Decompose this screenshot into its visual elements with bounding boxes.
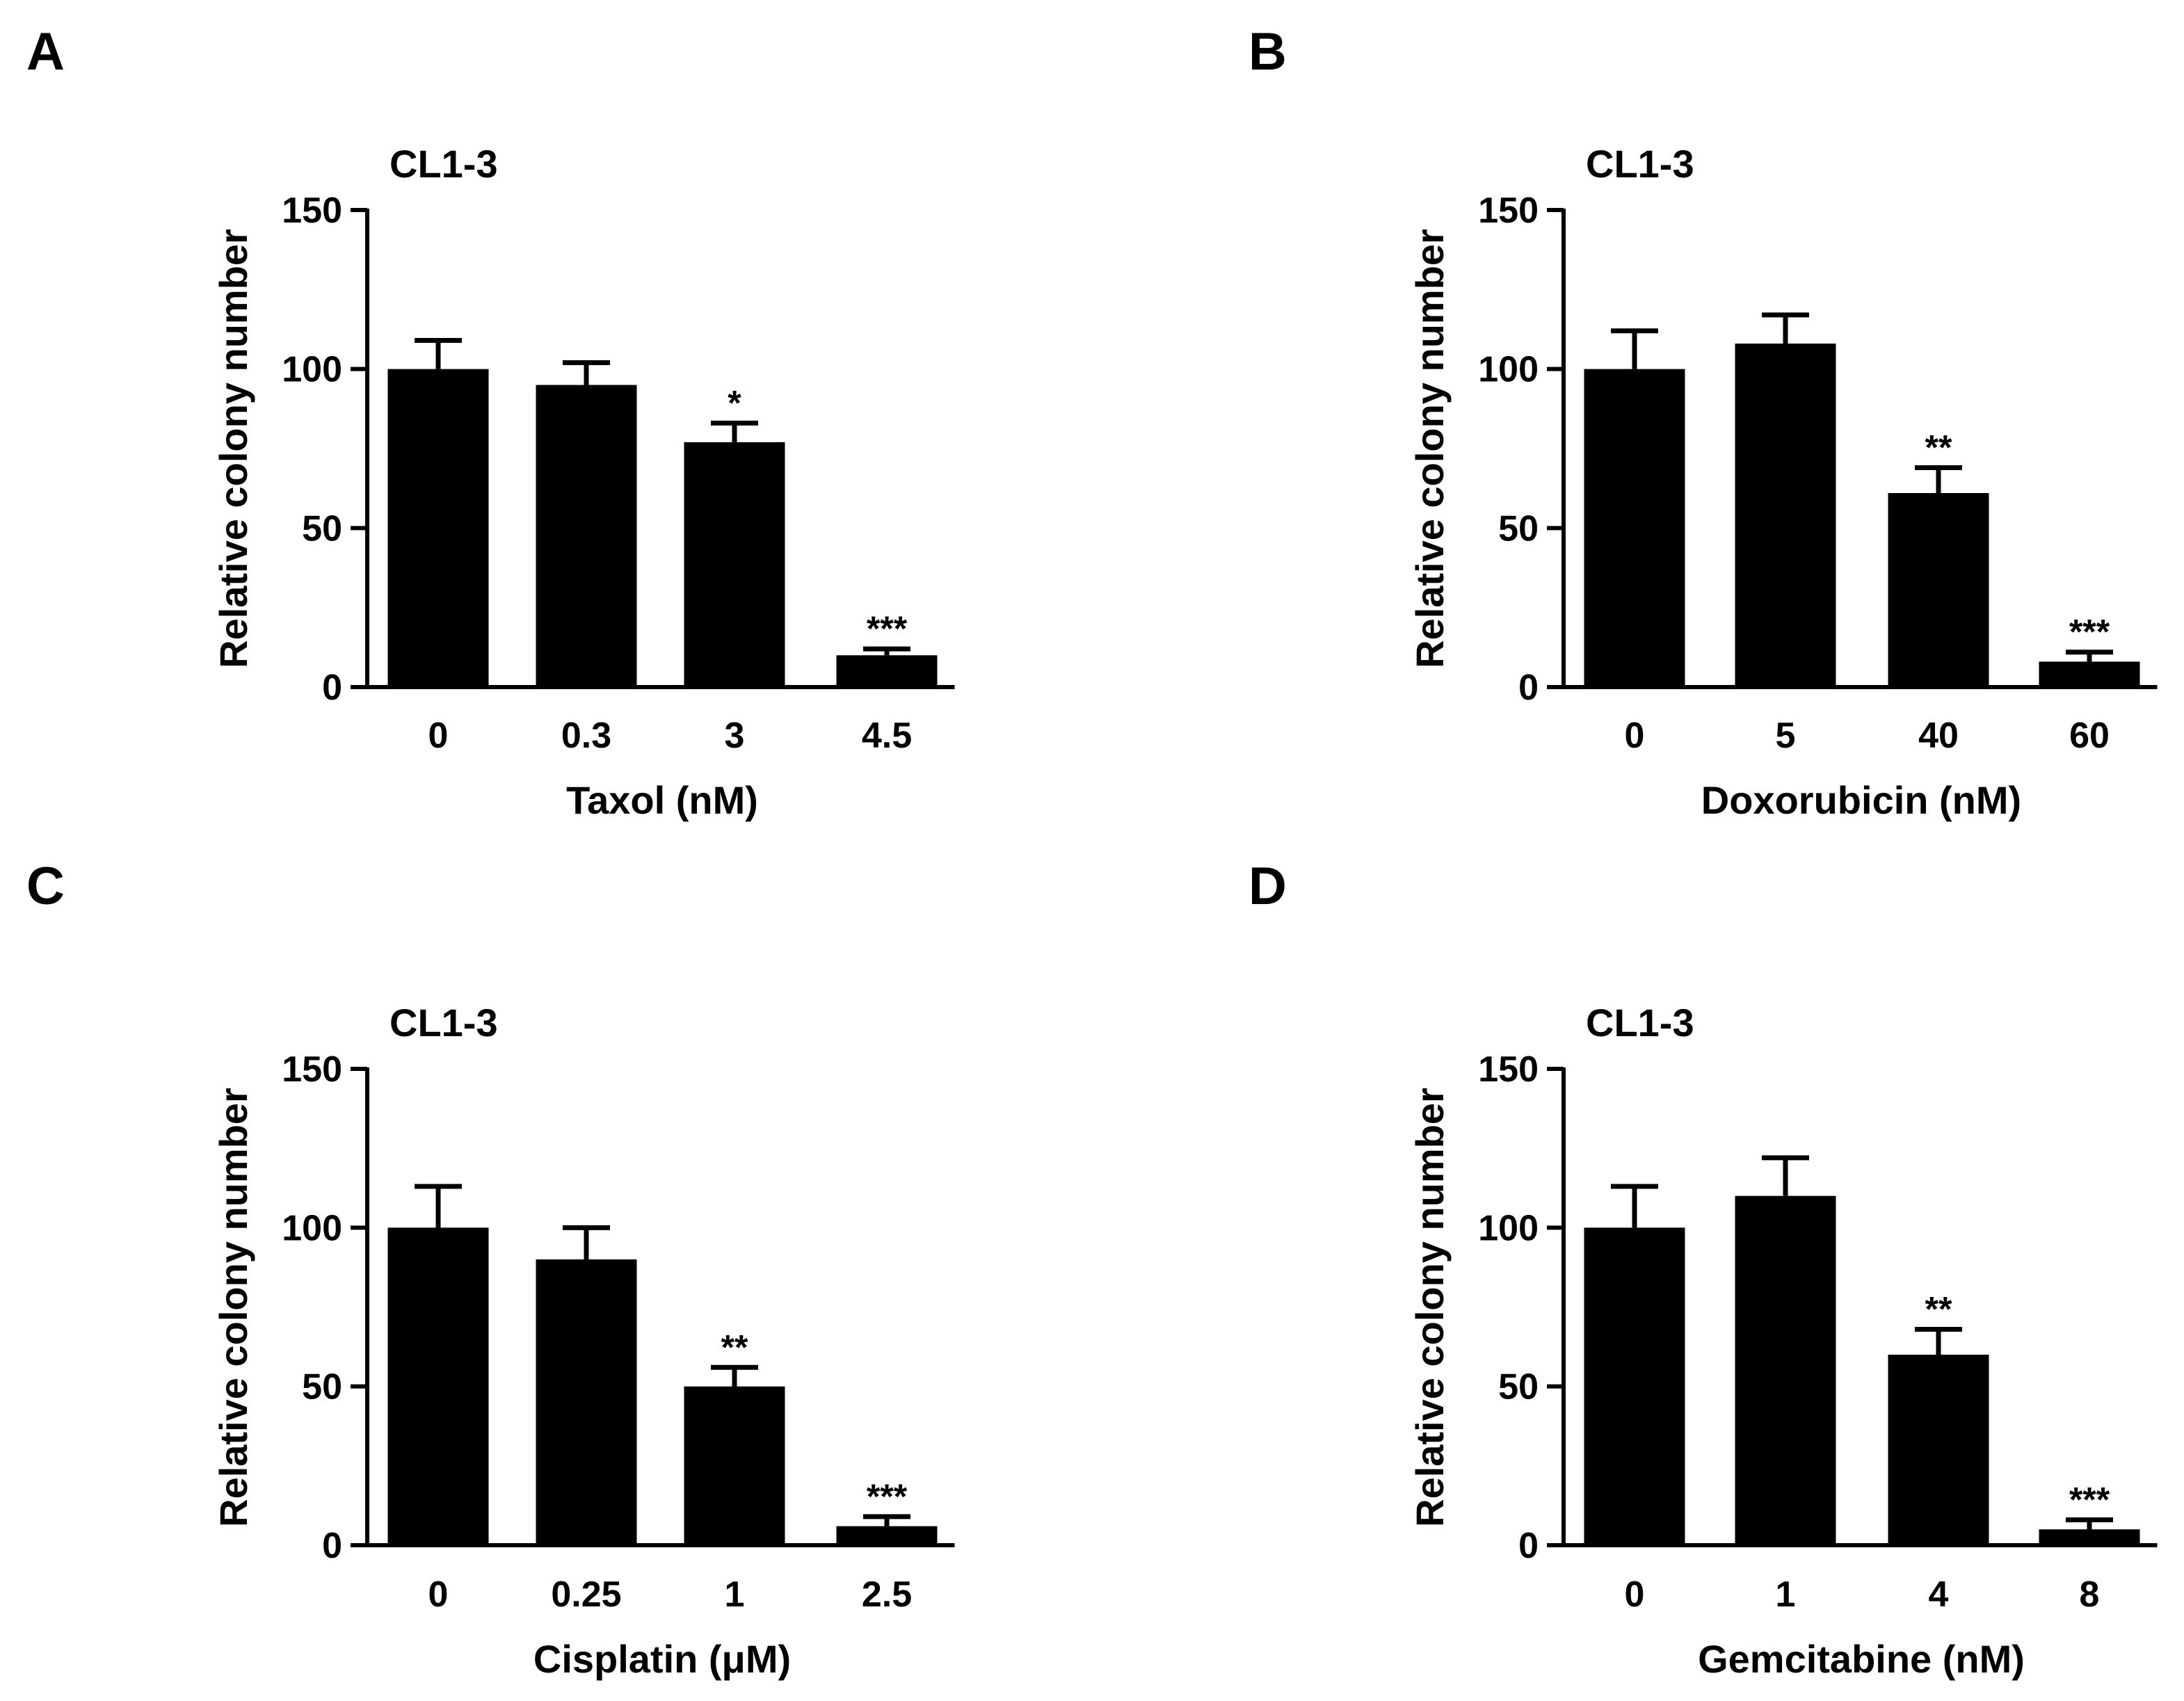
panel-c: C CL1-3 0 50 100 150 0 0.25 ** 1 *** 2.5 Relative co…: [26, 857, 955, 1681]
bar: [1584, 369, 1685, 687]
chart-title: CL1-3: [1586, 1001, 1694, 1045]
x-tick-label: 0.3: [561, 716, 611, 756]
significance-label: *: [728, 383, 741, 422]
bar: [536, 385, 637, 687]
bar: [1888, 1355, 1989, 1545]
y-axis-label: Relative colony number: [1408, 1088, 1452, 1527]
y-axis-label: Relative colony number: [1408, 229, 1452, 668]
chart-title: CL1-3: [390, 1001, 498, 1045]
x-axis-label: Cisplatin (μM): [533, 1637, 791, 1681]
bar: [684, 442, 785, 687]
significance-label: **: [1925, 428, 1952, 467]
bar: [1735, 344, 1836, 687]
y-tick-label: 50: [1498, 1367, 1539, 1408]
y-tick-label: 0: [1518, 1526, 1539, 1566]
chart-title: CL1-3: [390, 142, 498, 186]
bar: [684, 1386, 785, 1545]
x-axis-label: Gemcitabine (nM): [1698, 1637, 2025, 1681]
x-tick-label: 5: [1776, 716, 1796, 756]
x-tick-label: 0: [1625, 1574, 1645, 1615]
x-tick-label: 0: [1625, 716, 1645, 756]
bar: [836, 655, 938, 687]
panel-a: A CL1-3 0 50 100 150 0 0.3 * 3 *** 4.5 Relative colo…: [26, 22, 955, 822]
y-tick-label: 150: [1478, 191, 1539, 231]
x-tick-label: 2.5: [862, 1574, 912, 1615]
y-axis-label: Relative colony number: [211, 1088, 255, 1527]
panel-b: B CL1-3 0 50 100 150 0 5 ** 40 *** 60 Relative colon…: [1248, 22, 2158, 822]
y-axis-label: Relative colony number: [211, 229, 255, 668]
y-tick-label: 0: [322, 668, 342, 708]
significance-label: ***: [2069, 1480, 2110, 1519]
y-tick-label: 0: [1518, 668, 1539, 708]
y-tick-label: 100: [282, 1208, 342, 1248]
bar: [2039, 661, 2140, 687]
y-tick-label: 150: [1478, 1049, 1539, 1090]
y-tick-label: 50: [302, 1367, 342, 1408]
x-axis-label: Taxol (nM): [566, 778, 758, 822]
significance-label: ***: [867, 609, 908, 648]
panel-letter: B: [1248, 22, 1287, 81]
bar: [1584, 1227, 1685, 1545]
x-tick-label: 60: [2069, 716, 2110, 756]
y-tick-label: 100: [282, 350, 342, 390]
bar: [387, 369, 489, 687]
x-axis-label: Doxorubicin (nM): [1701, 778, 2021, 822]
x-tick-label: 0.25: [551, 1574, 621, 1615]
x-tick-label: 3: [725, 716, 745, 756]
bar: [536, 1259, 637, 1545]
significance-label: **: [721, 1328, 748, 1367]
x-tick-label: 40: [1918, 716, 1959, 756]
significance-label: ***: [867, 1477, 908, 1516]
y-tick-label: 50: [302, 508, 342, 549]
panel-letter: D: [1248, 857, 1287, 916]
x-tick-label: 0: [428, 1574, 449, 1615]
y-tick-label: 150: [282, 1049, 342, 1090]
y-tick-label: 150: [282, 191, 342, 231]
x-tick-label: 0: [428, 716, 449, 756]
chart-title: CL1-3: [1586, 142, 1694, 186]
significance-label: ***: [2069, 613, 2110, 652]
panel-d: D CL1-3 0 50 100 150 0 1 ** 4 *** 8 Relative colony …: [1248, 857, 2158, 1681]
x-tick-label: 4: [1929, 1574, 1949, 1615]
significance-label: **: [1925, 1289, 1952, 1328]
x-tick-label: 4.5: [862, 716, 912, 756]
bar: [387, 1227, 489, 1545]
y-tick-label: 0: [322, 1526, 342, 1566]
bar: [836, 1526, 938, 1545]
bar: [1888, 493, 1989, 687]
y-tick-label: 50: [1498, 508, 1539, 549]
y-tick-label: 100: [1478, 1208, 1539, 1248]
panel-letter: C: [26, 857, 65, 916]
bar: [1735, 1195, 1836, 1545]
y-tick-label: 100: [1478, 350, 1539, 390]
x-tick-label: 8: [2080, 1574, 2100, 1615]
x-tick-label: 1: [725, 1574, 745, 1615]
panel-letter: A: [26, 22, 65, 81]
x-tick-label: 1: [1776, 1574, 1796, 1615]
bar: [2039, 1529, 2140, 1545]
